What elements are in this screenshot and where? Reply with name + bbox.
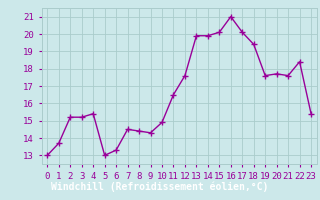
Text: Windchill (Refroidissement éolien,°C): Windchill (Refroidissement éolien,°C) [51,182,269,192]
